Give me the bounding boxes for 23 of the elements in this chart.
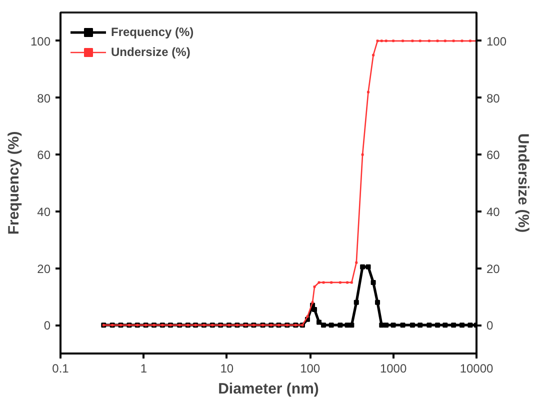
y2-tick-label: 0: [486, 318, 494, 333]
y-tick-label: 40: [37, 204, 51, 219]
y2-tick-label: 60: [486, 148, 500, 162]
y2-axis-title: Undersize (%): [514, 133, 532, 233]
legend-label: Frequency (%): [111, 25, 194, 39]
y-tick-label: 80: [37, 91, 51, 106]
y-tick-label: 60: [37, 148, 51, 162]
x-axis-title: Diameter (nm): [218, 380, 319, 398]
y2-tick-label: 80: [486, 91, 500, 106]
x-tick-label: 100: [300, 362, 320, 376]
y-axis-title: Frequency (%): [5, 131, 22, 235]
y2-tick-label: 100: [486, 34, 507, 48]
legend-label: Undersize (%): [111, 45, 190, 59]
x-tick-label: 10: [220, 362, 234, 376]
x-tick-label: 1000: [380, 362, 407, 376]
y2-tick-label: 20: [486, 262, 500, 276]
y-tick-label: 100: [30, 34, 51, 48]
y-tick-label: 0: [44, 318, 51, 333]
x-tick-label: 1: [140, 362, 148, 376]
x-tick-label: 10000: [460, 362, 494, 376]
x-tick-label: 0.1: [52, 362, 70, 376]
y-tick-label: 20: [37, 262, 51, 276]
y2-tick-label: 40: [486, 204, 500, 219]
